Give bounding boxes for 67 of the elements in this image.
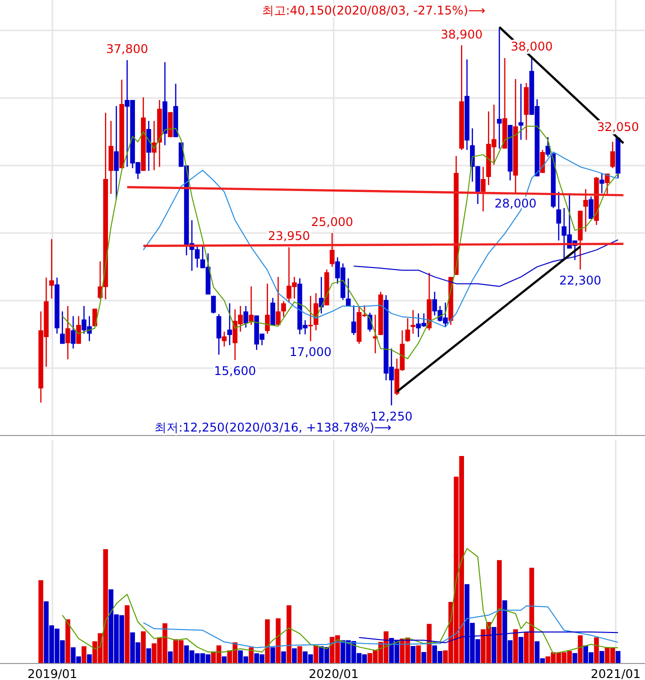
annotation: 25,000 (311, 215, 354, 230)
annotation: 23,950 (268, 229, 310, 244)
candlestick (599, 172, 604, 194)
candlestick (480, 166, 486, 212)
candlestick (588, 196, 594, 220)
candlestick (270, 297, 276, 326)
bar (421, 652, 426, 663)
bar (410, 646, 416, 663)
bar (222, 656, 227, 663)
candlestick (281, 300, 286, 318)
annotation: 15,600 (214, 364, 256, 378)
candlestick (265, 283, 270, 334)
candlestick (308, 295, 313, 342)
annotation: 최고:40,150(2020/08/03, -27.15%)⟶ (262, 3, 486, 18)
bar (416, 645, 421, 663)
bar (616, 650, 620, 663)
candlestick (314, 292, 318, 331)
annotation: 22,300 (559, 274, 602, 288)
candlestick (65, 305, 70, 360)
candlestick (351, 304, 356, 336)
candlestick (60, 310, 65, 344)
bar (496, 560, 502, 663)
candlestick (243, 305, 248, 328)
candlestick (49, 238, 54, 300)
bar (297, 646, 302, 663)
x-tick-label: 2021/01 (590, 667, 641, 680)
candlestick (410, 309, 416, 334)
bar (140, 631, 146, 663)
candlestick (114, 105, 119, 200)
candlestick (211, 295, 216, 314)
bar (146, 648, 152, 663)
bar (86, 654, 92, 663)
candlestick (76, 316, 81, 344)
bar (594, 637, 599, 663)
bar (65, 619, 70, 663)
bar (518, 636, 524, 663)
candlestick (227, 302, 232, 346)
bar (513, 629, 518, 663)
annotation: 12,250 (370, 409, 412, 424)
candlestick (405, 318, 410, 342)
candlestick (556, 191, 562, 242)
candlestick (70, 316, 76, 350)
bar (265, 619, 270, 663)
x-tick-label: 2019/01 (27, 667, 78, 680)
bar (270, 647, 276, 663)
bar (572, 653, 578, 663)
bar (82, 646, 86, 663)
x-tick-label: 2020/01 (308, 667, 359, 680)
candlestick (346, 278, 351, 307)
bar (38, 580, 44, 663)
candlestick (546, 136, 550, 158)
bar (286, 605, 292, 663)
bar (281, 651, 286, 663)
candlestick (518, 83, 524, 140)
candlestick (610, 141, 616, 169)
candlestick (583, 188, 588, 232)
bar (292, 648, 297, 663)
bar (599, 650, 604, 663)
bar (168, 651, 173, 663)
candlestick (330, 232, 335, 268)
bar (314, 645, 318, 663)
bar (124, 605, 130, 663)
annotation: 37,800 (106, 42, 148, 56)
annotation: 38,900 (440, 27, 483, 42)
candlestick (496, 28, 502, 150)
candlestick (216, 313, 222, 356)
annotation: 17,000 (290, 345, 332, 360)
